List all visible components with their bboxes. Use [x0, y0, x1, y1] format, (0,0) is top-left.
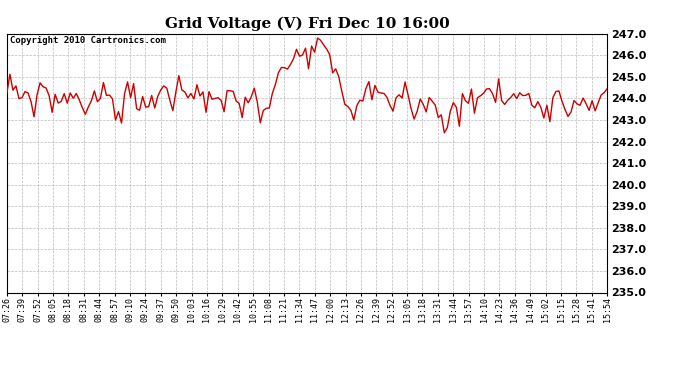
- Text: Copyright 2010 Cartronics.com: Copyright 2010 Cartronics.com: [10, 36, 166, 45]
- Title: Grid Voltage (V) Fri Dec 10 16:00: Grid Voltage (V) Fri Dec 10 16:00: [165, 17, 449, 31]
